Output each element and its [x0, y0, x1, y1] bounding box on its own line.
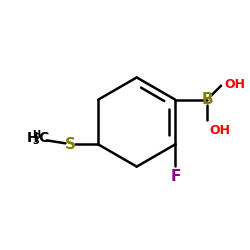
Text: C: C — [39, 132, 49, 145]
Text: OH: OH — [209, 124, 230, 136]
Text: 3: 3 — [33, 136, 40, 146]
Text: S: S — [65, 137, 76, 152]
Text: H: H — [32, 130, 41, 140]
Text: OH: OH — [224, 78, 246, 91]
Text: F: F — [170, 169, 180, 184]
Text: H: H — [27, 132, 38, 145]
Text: B: B — [201, 92, 213, 107]
